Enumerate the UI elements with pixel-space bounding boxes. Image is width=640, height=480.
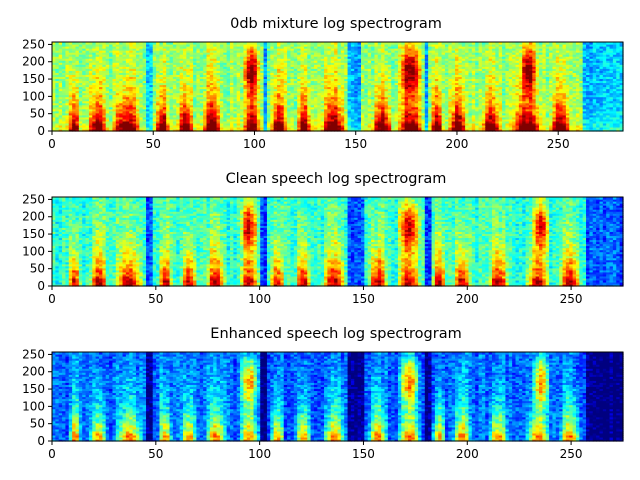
mixture-title: 0db mixture log spectrogram [230,16,442,32]
mixture-spectrogram-panel: 0db mixture log spectrogram 0 50 100 150 200… [22,16,624,151]
